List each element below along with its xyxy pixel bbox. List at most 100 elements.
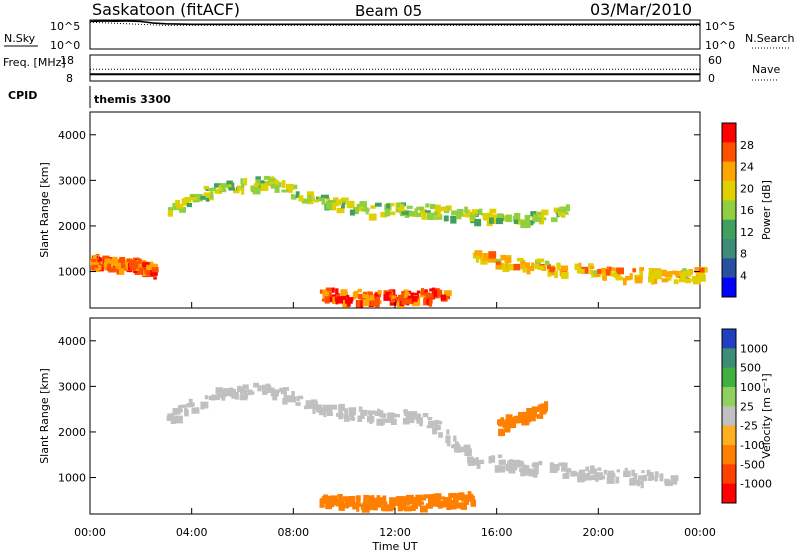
colorbar-segment <box>722 219 736 240</box>
data-cell <box>671 477 678 485</box>
data-cell <box>349 503 357 507</box>
data-cell <box>389 500 394 507</box>
data-cell <box>513 219 519 224</box>
data-cell <box>465 209 471 218</box>
data-cell <box>130 266 137 271</box>
data-cell <box>405 411 413 418</box>
x-tick-label: 04:00 <box>176 526 208 539</box>
data-cell <box>637 475 644 480</box>
data-cell <box>244 177 248 186</box>
data-cell <box>241 187 245 195</box>
data-cell <box>494 258 502 264</box>
data-cell <box>498 422 502 427</box>
data-cell <box>429 288 433 292</box>
freq-left-tick-top: 18 <box>60 54 74 67</box>
data-cell <box>562 473 570 479</box>
data-cell <box>226 180 233 185</box>
data-cell <box>664 271 672 278</box>
data-cell <box>298 195 304 202</box>
data-cell <box>295 402 301 406</box>
nsky-left-tick-bottom: 10^0 <box>50 39 80 52</box>
freq-frame <box>89 54 701 82</box>
data-cell <box>181 198 189 206</box>
data-cell <box>200 195 206 200</box>
data-cell <box>536 414 544 419</box>
data-cell <box>167 413 175 421</box>
data-cell <box>507 460 511 466</box>
data-cell <box>661 278 669 283</box>
data-cell <box>170 417 176 424</box>
colorbar-segment <box>722 277 736 298</box>
data-cell <box>119 268 125 275</box>
data-cell <box>509 421 517 428</box>
data-cell <box>456 212 462 220</box>
data-cell <box>474 218 482 227</box>
colorbar-tick-label: 16 <box>740 204 754 217</box>
data-cell <box>314 199 319 203</box>
data-cell <box>420 288 425 296</box>
colorbar-frame <box>721 122 737 298</box>
data-cell <box>490 455 496 463</box>
data-cell <box>335 288 339 295</box>
data-cell <box>434 207 441 213</box>
data-cell <box>454 441 459 446</box>
data-cell <box>654 471 659 478</box>
data-cell <box>356 300 361 308</box>
data-cell <box>320 194 329 199</box>
data-cell <box>295 191 300 198</box>
data-cell <box>315 409 321 413</box>
data-cell <box>281 180 286 188</box>
data-cell <box>647 276 656 281</box>
y-tick-label: 3000 <box>58 380 86 393</box>
data-cell <box>365 297 369 303</box>
colorbar-segment <box>722 348 736 369</box>
data-cell <box>333 197 339 202</box>
data-cell <box>216 392 224 399</box>
data-cell <box>469 459 475 466</box>
data-cell <box>556 262 560 266</box>
data-cell <box>433 423 438 427</box>
data-cell <box>325 287 331 292</box>
data-cell <box>325 503 333 510</box>
data-cell <box>189 196 198 201</box>
data-cell <box>416 418 421 424</box>
data-cell <box>235 392 239 400</box>
data-cell <box>488 251 497 259</box>
data-cell <box>349 209 356 216</box>
data-cell <box>337 494 343 498</box>
data-cell <box>623 277 627 286</box>
data-cell <box>358 406 363 412</box>
data-cell <box>601 475 606 480</box>
data-cell <box>109 267 115 272</box>
nsky-right-tick-bottom: 10^0 <box>705 39 735 52</box>
data-cell <box>433 289 438 298</box>
data-cell <box>526 267 531 275</box>
data-cell <box>412 292 419 298</box>
data-cell <box>367 495 375 500</box>
data-cell <box>438 432 443 438</box>
data-cell <box>387 413 392 421</box>
data-cell <box>203 192 211 197</box>
data-cell <box>340 294 348 300</box>
data-cell <box>313 401 318 408</box>
data-cell <box>438 289 443 298</box>
data-cell <box>326 495 334 504</box>
data-cell <box>386 203 390 209</box>
data-cell <box>288 189 293 193</box>
data-cell <box>262 386 266 391</box>
data-cell <box>401 291 405 296</box>
velocity-ylabel: Slant Range [km] <box>38 368 51 464</box>
nsky-frame <box>89 19 701 50</box>
data-cell <box>446 502 452 510</box>
data-cell <box>337 500 345 505</box>
data-cell <box>616 469 620 473</box>
data-cell <box>138 258 142 264</box>
data-cell <box>629 478 636 486</box>
data-cell <box>186 403 193 408</box>
data-cell <box>524 470 532 476</box>
data-cell <box>558 462 564 467</box>
data-cell <box>424 297 430 301</box>
data-cell <box>452 500 457 504</box>
data-cell <box>352 505 359 510</box>
